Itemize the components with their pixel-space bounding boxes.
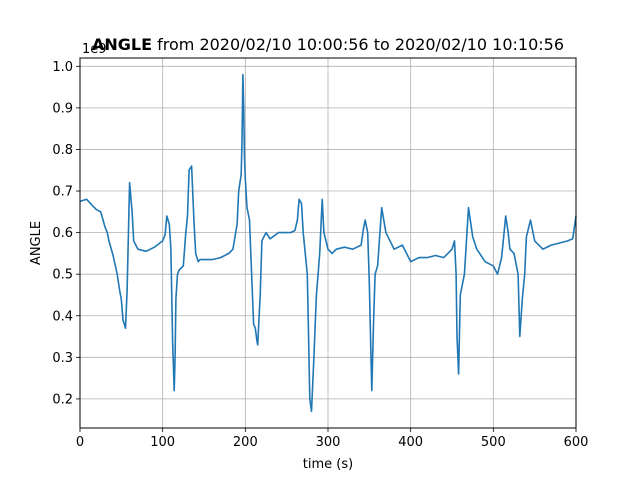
x-tick-label: 0 xyxy=(76,435,84,450)
x-tick-label: 600 xyxy=(564,435,589,450)
y-tick-label: 0.7 xyxy=(52,185,73,200)
y-tick-label: 0.5 xyxy=(52,268,73,283)
x-tick-label: 400 xyxy=(398,435,423,450)
y-axis-label: ANGLE xyxy=(29,221,44,265)
y-tick-label: 0.3 xyxy=(52,351,73,366)
series-line xyxy=(79,73,577,413)
x-tick-label: 100 xyxy=(150,435,175,450)
y-tick-label: 1.0 xyxy=(52,60,73,75)
grid-lines xyxy=(79,58,577,428)
y-tick-label: 0.8 xyxy=(52,143,73,158)
chart-title: ANGLE from 2020/02/10 10:00:56 to 2020/0… xyxy=(92,35,564,54)
axis-ticks: 0 100 200 300 400 500 600 0.2 0.3 0.4 0.5 0.6 0.7 0.8… xyxy=(52,60,588,450)
y-tick-label: 0.6 xyxy=(52,226,73,241)
x-tick-label: 500 xyxy=(481,435,506,450)
y-tick-label: 0.2 xyxy=(52,392,73,407)
y-tick-label: 0.4 xyxy=(52,309,73,324)
y-tick-label: 0.9 xyxy=(52,101,73,116)
x-axis-label: time (s) xyxy=(303,457,353,472)
y-offset-text: 1e9 xyxy=(82,42,107,57)
x-tick-label: 200 xyxy=(233,435,258,450)
plot-area xyxy=(79,73,577,413)
x-tick-label: 300 xyxy=(316,435,341,450)
